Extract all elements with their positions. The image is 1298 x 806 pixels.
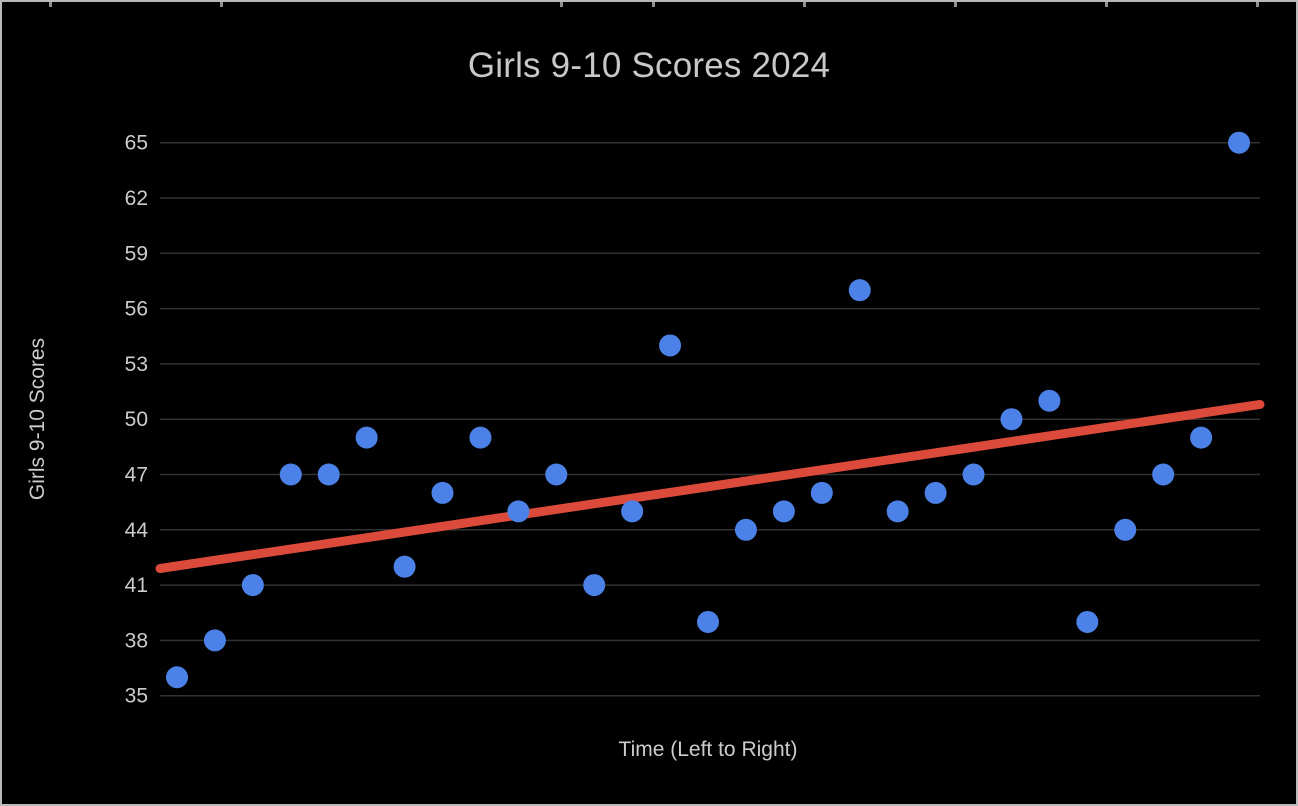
- top-edge-notch: [560, 2, 563, 7]
- y-tick-label-59: 59: [125, 242, 148, 265]
- data-point[interactable]: [507, 500, 530, 523]
- data-point[interactable]: [279, 463, 302, 486]
- y-tick-label-53: 53: [125, 353, 148, 376]
- data-point[interactable]: [1228, 131, 1251, 154]
- y-tick-label-41: 41: [125, 574, 148, 597]
- data-point[interactable]: [166, 666, 188, 689]
- data-point[interactable]: [355, 426, 378, 449]
- data-point[interactable]: [659, 334, 682, 357]
- y-tick-label-62: 62: [125, 187, 148, 210]
- y-tick-label-47: 47: [125, 464, 148, 487]
- y-tick-label-65: 65: [125, 132, 148, 155]
- y-tick-label-35: 35: [125, 685, 148, 708]
- y-tick-label-50: 50: [125, 408, 148, 431]
- data-point[interactable]: [393, 555, 416, 578]
- top-edge-notch: [803, 2, 806, 7]
- data-point[interactable]: [697, 610, 720, 633]
- data-point[interactable]: [1152, 463, 1175, 486]
- top-edge-notch: [49, 2, 52, 7]
- data-point[interactable]: [962, 463, 985, 486]
- top-edge-notch: [1256, 2, 1259, 7]
- data-point[interactable]: [431, 481, 454, 504]
- data-point[interactable]: [241, 574, 264, 597]
- top-edge-notch: [954, 2, 957, 7]
- data-point[interactable]: [734, 518, 757, 541]
- data-point[interactable]: [317, 463, 340, 486]
- data-point[interactable]: [203, 629, 226, 652]
- top-edge-notch: [1105, 2, 1108, 7]
- data-point[interactable]: [886, 500, 909, 523]
- chart-title: Girls 9-10 Scores 2024: [467, 46, 831, 85]
- data-point[interactable]: [924, 481, 947, 504]
- trendline[interactable]: [155, 399, 1265, 574]
- data-point[interactable]: [1190, 426, 1213, 449]
- data-point[interactable]: [848, 279, 871, 302]
- data-point[interactable]: [469, 426, 492, 449]
- y-tick-label-56: 56: [125, 298, 148, 321]
- y-tick-label-44: 44: [125, 519, 149, 542]
- top-edge-notch: [220, 2, 223, 7]
- data-point[interactable]: [1076, 610, 1099, 633]
- y-tick-label-38: 38: [125, 629, 148, 652]
- data-point[interactable]: [1000, 408, 1023, 431]
- data-point[interactable]: [772, 500, 795, 523]
- data-point[interactable]: [545, 463, 568, 486]
- data-point[interactable]: [1114, 518, 1137, 541]
- data-point[interactable]: [583, 574, 606, 597]
- x-axis-label: Time (Left to Right): [618, 738, 798, 761]
- data-point[interactable]: [1038, 389, 1061, 412]
- data-point[interactable]: [810, 481, 833, 504]
- data-point[interactable]: [621, 500, 644, 523]
- top-edge-notch: [652, 2, 655, 7]
